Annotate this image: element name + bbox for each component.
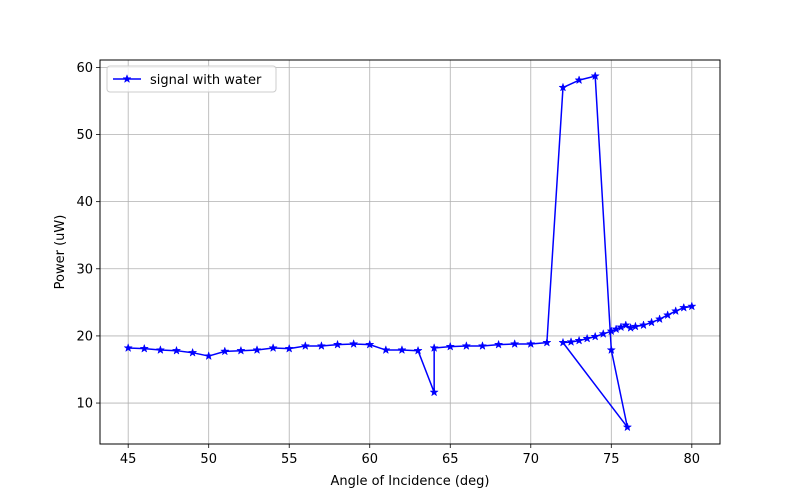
data-point xyxy=(622,422,633,432)
series-layer xyxy=(123,71,697,432)
data-point xyxy=(429,387,439,397)
data-point xyxy=(171,345,182,355)
grid xyxy=(100,60,720,444)
data-point xyxy=(365,339,375,349)
data-point xyxy=(574,75,584,85)
y-axis-label: Power (uW) xyxy=(53,215,68,290)
data-point xyxy=(220,346,230,356)
data-point xyxy=(316,341,327,350)
data-point xyxy=(268,343,278,353)
data-point xyxy=(670,306,681,316)
legend-label: signal with water xyxy=(150,73,262,88)
data-point xyxy=(461,341,472,350)
x-tick-label: 55 xyxy=(281,452,298,467)
axis-ticks: 45 50 55 60 65 70 75 80 10 20 30 40 50 60 xyxy=(76,61,700,467)
data-point xyxy=(542,337,552,347)
data-point xyxy=(284,343,294,353)
data-point xyxy=(203,351,214,361)
data-point xyxy=(646,317,657,327)
x-tick-label: 70 xyxy=(523,452,540,467)
data-point xyxy=(155,345,166,355)
data-point xyxy=(413,345,423,355)
data-point xyxy=(252,345,262,355)
x-tick-label: 75 xyxy=(603,452,620,467)
data-point xyxy=(558,337,568,347)
x-tick-label: 50 xyxy=(200,452,217,467)
legend-star-marker xyxy=(122,74,132,84)
data-point xyxy=(606,345,617,355)
data-point xyxy=(332,339,343,349)
y-tick-label: 50 xyxy=(76,128,93,143)
x-tick-label: 65 xyxy=(442,452,459,467)
data-point xyxy=(139,343,150,353)
data-point xyxy=(630,321,641,331)
y-tick-label: 20 xyxy=(76,329,93,344)
data-point xyxy=(662,310,673,320)
y-tick-label: 30 xyxy=(76,262,93,277)
x-tick-label: 45 xyxy=(120,452,137,467)
data-point xyxy=(582,333,592,343)
data-point xyxy=(397,345,407,355)
y-tick-label: 60 xyxy=(76,61,93,76)
data-point xyxy=(429,343,439,353)
data-point xyxy=(493,339,504,349)
data-point xyxy=(381,345,391,355)
data-point xyxy=(638,320,649,330)
data-point xyxy=(621,320,631,330)
legend-box xyxy=(106,65,277,93)
data-point xyxy=(236,345,246,355)
data-point xyxy=(574,335,584,345)
legend: signal with water xyxy=(106,65,277,93)
plot-frame xyxy=(99,59,721,445)
data-point xyxy=(590,71,600,81)
data-point xyxy=(566,337,576,346)
data-point xyxy=(348,339,359,348)
data-point xyxy=(654,314,665,324)
x-tick-label: 80 xyxy=(684,452,701,467)
x-tick-label: 60 xyxy=(361,452,378,467)
y-tick-label: 10 xyxy=(76,397,93,412)
data-point xyxy=(123,343,133,353)
data-point xyxy=(509,339,520,348)
data-point xyxy=(477,341,488,350)
data-point xyxy=(558,82,568,92)
x-axis-label: Angle of Incidence (deg) xyxy=(330,474,489,489)
y-tick-label: 40 xyxy=(76,195,93,210)
data-point xyxy=(598,328,608,338)
data-point xyxy=(526,339,536,348)
data-point xyxy=(687,301,697,311)
data-point xyxy=(300,341,311,350)
data-point xyxy=(187,347,198,357)
data-point xyxy=(590,331,600,341)
data-point xyxy=(445,341,455,351)
data-point xyxy=(679,302,689,312)
